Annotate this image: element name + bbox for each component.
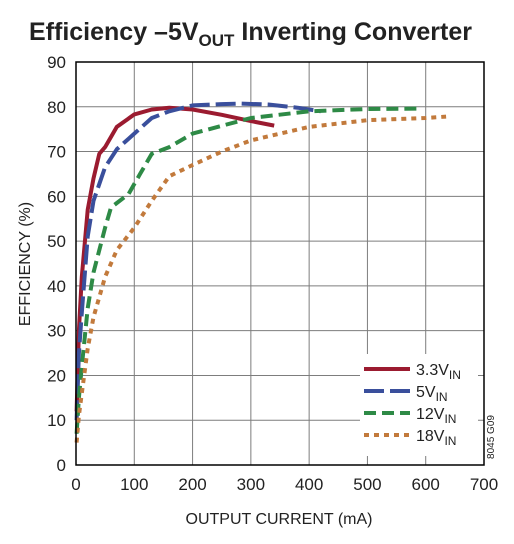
chart-title-rest: Inverting Converter xyxy=(234,18,472,46)
x-tick-label: 0 xyxy=(71,475,80,494)
x-tick-label: 200 xyxy=(178,475,206,494)
chart-note: 8045 G09 xyxy=(486,415,497,459)
x-tick-label: 700 xyxy=(470,475,498,494)
legend-label: 3.3VIN xyxy=(416,362,461,382)
y-axis-label: EFFICIENCY (%) xyxy=(17,202,34,326)
y-tick-label: 0 xyxy=(57,456,66,475)
series-line xyxy=(74,101,322,421)
x-tick-label: 600 xyxy=(412,475,440,494)
x-tick-label: 400 xyxy=(295,475,323,494)
x-tick-label: 100 xyxy=(120,475,148,494)
legend-label: 5VIN xyxy=(416,384,448,404)
plot-frame xyxy=(75,61,485,466)
y-tick-label: 90 xyxy=(47,53,66,72)
y-tick-label: 60 xyxy=(47,187,66,206)
chart-title-main: Efficiency –5V xyxy=(29,18,199,46)
x-tick-label: 300 xyxy=(237,475,265,494)
y-tick-label: 50 xyxy=(47,232,66,251)
y-tick-label: 30 xyxy=(47,322,66,341)
series-line xyxy=(74,105,275,412)
chart-title: Efficiency –5VOUT Inverting Converter xyxy=(29,18,472,50)
series-line xyxy=(74,106,420,434)
series-lines xyxy=(74,101,447,443)
x-axis-label: OUTPUT CURRENT (mA) xyxy=(186,511,373,528)
chart-title-subscript: OUT xyxy=(199,31,236,50)
y-tick-label: 80 xyxy=(47,98,66,117)
tick-labels: 0 100 200 300 400 500 600 700 0 10 20 30 40 50 60 70 80 9… xyxy=(47,53,498,494)
y-tick-label: 70 xyxy=(47,143,66,162)
x-tick-label: 500 xyxy=(353,475,381,494)
y-tick-label: 10 xyxy=(47,411,66,430)
y-tick-label: 20 xyxy=(47,366,66,385)
y-tick-label: 40 xyxy=(47,277,66,296)
legend-label: 18VIN xyxy=(416,428,456,448)
legend-label: 12VIN xyxy=(416,406,456,426)
